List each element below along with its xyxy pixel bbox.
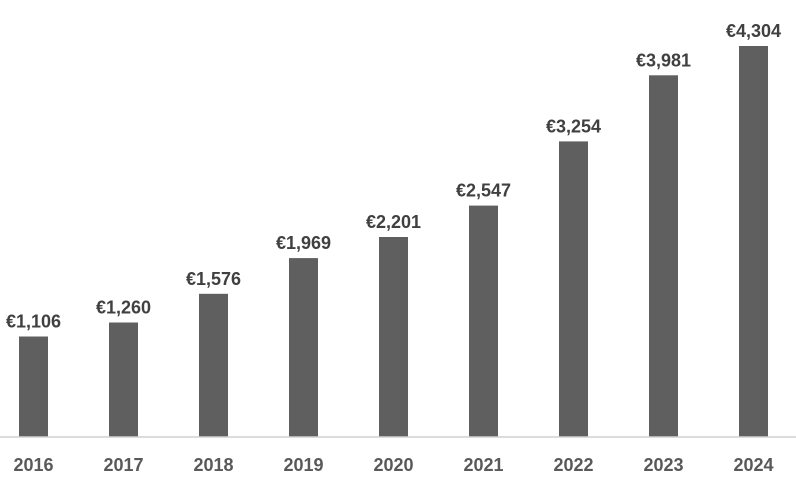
x-tick-label-2024: 2024 — [733, 455, 773, 475]
bar-2017 — [109, 322, 138, 437]
value-label-2018: €1,576 — [186, 269, 241, 289]
bar-2016 — [19, 336, 48, 437]
value-label-2021: €2,547 — [456, 181, 511, 201]
bar-2022 — [559, 141, 588, 437]
value-labels-group: €1,106 €1,260 €1,576 €1,969 €2,201 €2,547 €3,2… — [6, 21, 781, 332]
bar-2020 — [379, 237, 408, 437]
x-tick-label-2017: 2017 — [103, 455, 143, 475]
value-label-2019: €1,969 — [276, 233, 331, 253]
value-label-2017: €1,260 — [96, 298, 151, 318]
x-tick-labels-group: 2016 2017 2018 2019 2020 2021 2022 2023 2024 — [13, 455, 773, 475]
value-label-2024: €4,304 — [726, 21, 781, 41]
x-tick-label-2022: 2022 — [553, 455, 593, 475]
x-tick-label-2021: 2021 — [463, 455, 503, 475]
value-label-2022: €3,254 — [546, 116, 601, 136]
bar-2023 — [649, 75, 678, 438]
bar-2024 — [739, 46, 768, 437]
x-tick-label-2018: 2018 — [193, 455, 233, 475]
bars-group — [19, 46, 768, 438]
value-label-2023: €3,981 — [636, 50, 691, 70]
x-tick-label-2019: 2019 — [283, 455, 323, 475]
bar-2021 — [469, 205, 498, 437]
x-tick-label-2016: 2016 — [13, 455, 53, 475]
bar-2019 — [289, 258, 318, 437]
x-tick-label-2023: 2023 — [643, 455, 683, 475]
bar-2018 — [199, 293, 228, 437]
x-tick-label-2020: 2020 — [373, 455, 413, 475]
value-label-2016: €1,106 — [6, 312, 61, 332]
value-label-2020: €2,201 — [366, 212, 421, 232]
